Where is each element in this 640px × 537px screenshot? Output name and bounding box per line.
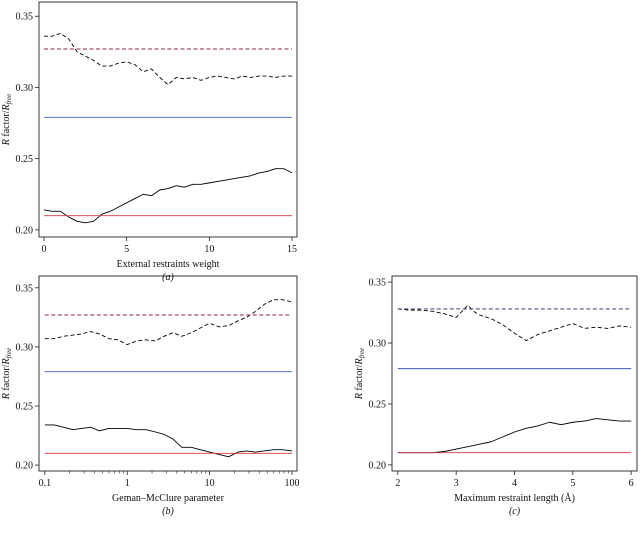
- y-tick-label: 0.30: [16, 342, 34, 353]
- y-label-factor: factor/: [354, 364, 365, 393]
- y-tick-label: 0.20: [369, 460, 387, 471]
- plot-frame: [391, 275, 638, 472]
- panel-label: (c): [509, 506, 521, 517]
- x-tick-label: 5: [124, 244, 129, 255]
- y-tick-label: 0.35: [16, 283, 34, 294]
- y-label-sub: free: [5, 348, 13, 359]
- plot-frame: [38, 275, 298, 472]
- chart-panel-b: 0.1 1 10 100 0.20 0.25 0.30 0.35 Geman–McClure p…: [1, 275, 299, 517]
- x-tick-label: 5: [570, 478, 575, 489]
- y-label-r: R: [1, 139, 12, 146]
- x-tick-label: 100: [284, 478, 299, 489]
- y-label-sub: free: [358, 348, 366, 359]
- x-tick-label: 10: [205, 478, 215, 489]
- x-tick-label: 2: [395, 478, 400, 489]
- series-line-r-free: [43, 32, 293, 86]
- panel-label: (a): [162, 272, 174, 283]
- y-tick-label: 0.25: [16, 402, 34, 413]
- series-line-r-work: [397, 418, 632, 454]
- y-tick-label: 0.35: [369, 278, 387, 289]
- y-label-r2: R: [354, 358, 365, 365]
- y-tick-label: 0.35: [16, 12, 34, 23]
- x-tick-label: 4: [512, 478, 517, 489]
- y-label-factor: factor/: [1, 364, 12, 393]
- y-label-r2: R: [1, 358, 12, 365]
- y-axis-label: R factor/Rfree: [354, 348, 366, 400]
- y-tick-label: 0.25: [16, 154, 34, 165]
- y-axis-label: R factor/Rfree: [1, 348, 13, 400]
- series-line-r-work: [43, 168, 293, 224]
- y-label-r: R: [1, 393, 12, 400]
- series-line-r-free: [44, 299, 293, 345]
- panel-label: (b): [162, 506, 174, 517]
- y-tick-label: 0.30: [16, 83, 34, 94]
- y-tick-label: 0.25: [369, 399, 387, 410]
- y-tick-label: 0.20: [16, 225, 34, 236]
- x-axis-label: Geman–McClure parameter: [112, 493, 225, 504]
- y-label-r2: R: [1, 104, 12, 111]
- x-tick-label: 0: [41, 244, 46, 255]
- y-label-factor: factor/: [1, 110, 12, 139]
- y-label-r: R: [354, 393, 365, 400]
- series-line-r-work: [44, 424, 293, 458]
- x-tick-label: 10: [204, 244, 214, 255]
- y-tick-label: 0.20: [16, 461, 34, 472]
- chart-panel-c: 2 3 4 5 6 0.20 0.25 0.30 0.35 Maximum restraint l…: [354, 275, 638, 517]
- x-axis-label: Maximum restraint length (Å): [454, 492, 575, 504]
- chart-panel-a: 0 5 10 15 0.20 0.25 0.30 0.35 External restraint…: [1, 1, 298, 283]
- x-tick-label: 0.1: [39, 478, 52, 489]
- plot-frame: [38, 1, 298, 238]
- y-label-sub: free: [5, 94, 13, 105]
- y-axis-label: R factor/Rfree: [1, 94, 13, 146]
- x-tick-label: 3: [454, 478, 459, 489]
- x-tick-label: 6: [629, 478, 634, 489]
- series-line-r-free: [397, 304, 632, 342]
- x-axis-label: External restraints weight: [117, 259, 220, 270]
- x-tick-label: 1: [125, 478, 130, 489]
- y-tick-label: 0.30: [369, 339, 387, 350]
- x-tick-label: 15: [287, 244, 297, 255]
